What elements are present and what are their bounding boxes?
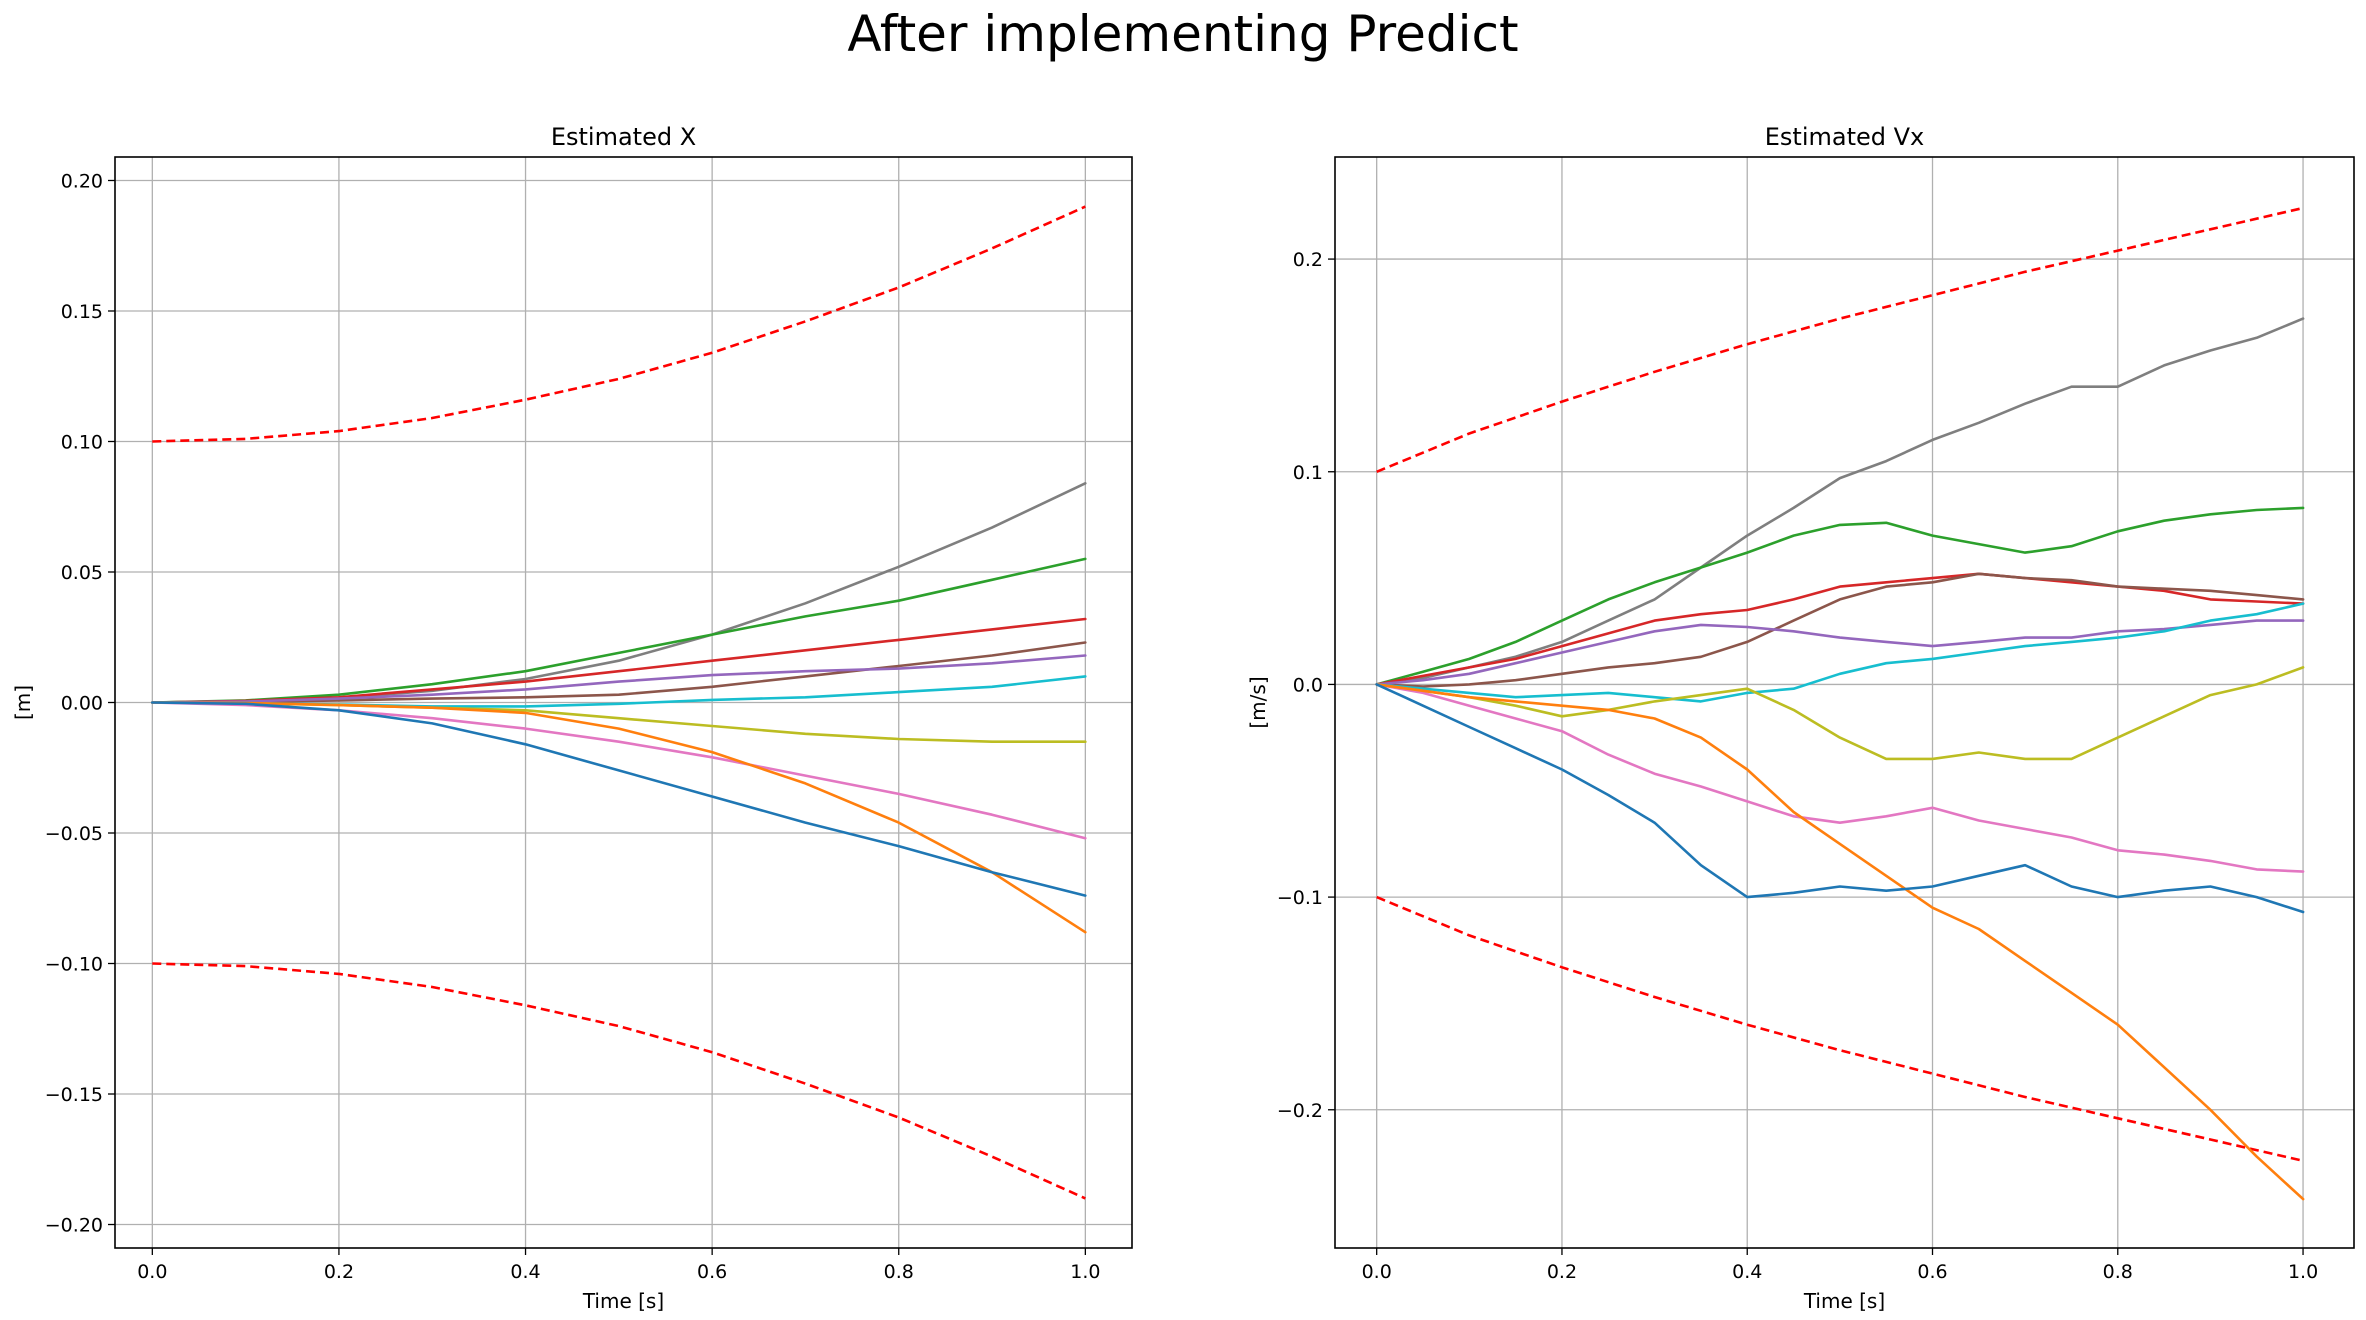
x-tick-label: 0.4	[510, 1261, 540, 1283]
series-line-12	[151, 701, 1087, 897]
bound-line-1	[1376, 206, 2304, 474]
series-line-7	[1375, 619, 2305, 686]
y-tick-label: 0.2	[1293, 249, 1323, 271]
x-tick-label: 0.0	[1362, 1261, 1392, 1283]
y-tick-label: −0.20	[45, 1215, 103, 1237]
series-line-6	[1375, 572, 2305, 688]
bound-line-1	[152, 205, 1086, 443]
chart-2: 0.0 0.2 0.4 0.6 0.8 1.0 −0.2 −0.1 0.0 0.1 0.2 Estim…	[1246, 123, 2355, 1313]
y-tick-label: −0.10	[45, 954, 103, 976]
y-tick-label: −0.1	[1277, 887, 1323, 909]
y-tick-label: 0.00	[61, 693, 103, 715]
x-tick-label: 0.2	[1547, 1261, 1577, 1283]
x-tick-label: 0.6	[697, 1261, 727, 1283]
y-tick-label: 0.10	[61, 431, 103, 453]
bound-line-2	[152, 962, 1086, 1200]
series-line-7	[151, 654, 1087, 704]
x-tick-label: 0.4	[1732, 1261, 1762, 1283]
x-tick-label: 1.0	[2288, 1261, 2318, 1283]
chart-title: Estimated X	[551, 123, 696, 151]
bound-line-2	[1376, 895, 2304, 1163]
series-line-8	[1375, 602, 2305, 703]
x-tick-label: 0.2	[324, 1261, 354, 1283]
y-tick-label: 0.1	[1293, 462, 1323, 484]
series-line-6	[151, 641, 1087, 704]
series-line-3	[151, 481, 1087, 704]
y-tick-label: 0.15	[61, 301, 103, 323]
y-axis-label: [m/s]	[1246, 676, 1270, 728]
series-line-5	[1375, 572, 2305, 686]
chart-title: Estimated Vx	[1765, 123, 1925, 151]
plot-frame	[1334, 156, 2355, 1249]
y-tick-label: 0.05	[61, 562, 103, 584]
series-line-11	[151, 701, 1087, 934]
x-axis-label: Time [s]	[1803, 1289, 1885, 1313]
figure-title: After implementing Predict	[847, 5, 1519, 63]
x-axis-label: Time [s]	[582, 1289, 664, 1313]
series-line-4	[151, 557, 1087, 704]
series-line-3	[1375, 317, 2305, 686]
y-tick-label: −0.15	[45, 1084, 103, 1106]
series-line-9	[1375, 666, 2305, 761]
y-tick-label: 0.20	[61, 170, 103, 192]
y-axis-label: [m]	[11, 685, 35, 720]
x-tick-label: 0.8	[2103, 1261, 2133, 1283]
series-line-12	[1375, 683, 2305, 914]
series-line-4	[1375, 506, 2305, 686]
series-line-10	[1375, 683, 2305, 873]
x-tick-label: 0.6	[1917, 1261, 1947, 1283]
x-tick-label: 0.0	[137, 1261, 167, 1283]
y-tick-label: 0.0	[1293, 674, 1323, 696]
x-tick-label: 1.0	[1070, 1261, 1100, 1283]
series-line-11	[1375, 683, 2305, 1201]
y-tick-label: −0.05	[45, 823, 103, 845]
x-tick-label: 0.8	[884, 1261, 914, 1283]
chart-1: 0.0 0.2 0.4 0.6 0.8 1.0 −0.20 −0.15 −0.10 −0.05 0.…	[11, 123, 1133, 1313]
y-tick-label: −0.2	[1277, 1100, 1323, 1122]
